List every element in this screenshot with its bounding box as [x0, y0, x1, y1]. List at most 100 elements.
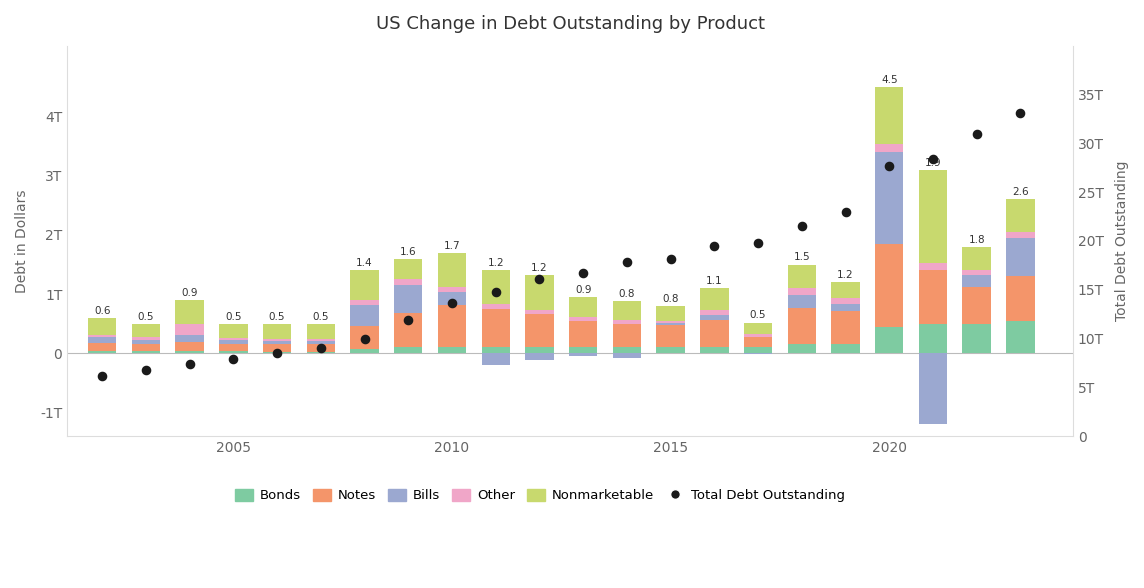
Bar — [175, 342, 204, 351]
Bar — [569, 348, 597, 353]
Bar — [307, 352, 335, 353]
Point — [924, 154, 943, 163]
Bar — [438, 253, 467, 287]
Bar — [919, 263, 947, 270]
Bar — [1007, 232, 1034, 238]
Bar — [919, 324, 947, 353]
Point — [1011, 108, 1030, 118]
Point — [705, 241, 723, 250]
Point — [661, 255, 680, 264]
Bar — [744, 348, 772, 353]
Point — [486, 287, 505, 296]
Bar — [657, 323, 685, 326]
Bar — [220, 340, 247, 344]
Bar — [132, 340, 160, 344]
Bar — [700, 288, 729, 310]
Text: 2.6: 2.6 — [1012, 188, 1028, 198]
Point — [443, 299, 461, 308]
Bar — [875, 152, 904, 244]
Bar — [525, 353, 554, 360]
Bar — [220, 324, 247, 338]
Bar — [569, 321, 597, 348]
Point — [836, 207, 855, 216]
Bar — [875, 244, 904, 327]
Bar — [307, 339, 335, 342]
Bar — [88, 351, 117, 353]
Bar — [1007, 238, 1034, 276]
Bar — [394, 285, 422, 313]
Bar — [919, 353, 947, 425]
Point — [181, 359, 199, 369]
Bar — [700, 315, 729, 320]
Bar — [132, 338, 160, 340]
Bar — [744, 335, 772, 338]
Bar — [919, 270, 947, 324]
Bar — [962, 287, 991, 324]
Bar — [220, 338, 247, 340]
Bar — [787, 295, 816, 308]
Bar — [787, 265, 816, 288]
Bar — [787, 345, 816, 353]
Bar — [350, 326, 379, 349]
Bar — [613, 324, 641, 348]
Point — [93, 371, 111, 380]
Bar — [482, 353, 510, 365]
Bar — [525, 348, 554, 353]
Bar — [175, 300, 204, 325]
Text: 0.8: 0.8 — [662, 294, 678, 304]
Bar — [875, 145, 904, 152]
Y-axis label: Total Debt Outstanding: Total Debt Outstanding — [1115, 161, 1129, 321]
Bar — [962, 275, 991, 287]
Point — [224, 355, 243, 364]
Bar — [394, 313, 422, 348]
Text: 0.9: 0.9 — [575, 285, 591, 295]
Bar — [350, 300, 379, 305]
Bar — [307, 324, 335, 339]
Bar — [569, 317, 597, 321]
Point — [399, 315, 418, 325]
Text: 0.8: 0.8 — [619, 289, 635, 299]
Text: 4.5: 4.5 — [881, 75, 898, 85]
Text: 1.1: 1.1 — [706, 276, 723, 286]
Bar — [832, 282, 860, 298]
Bar — [307, 345, 335, 352]
Bar — [657, 326, 685, 348]
Point — [968, 130, 986, 139]
Bar — [962, 270, 991, 275]
Point — [356, 334, 374, 343]
Bar — [1007, 321, 1034, 353]
Bar — [832, 345, 860, 353]
Bar — [482, 348, 510, 353]
Bar — [875, 327, 904, 353]
Bar — [175, 351, 204, 353]
Point — [749, 238, 768, 248]
Bar — [525, 275, 554, 310]
Bar — [569, 297, 597, 317]
Bar — [919, 170, 947, 263]
Bar — [132, 351, 160, 353]
Bar — [962, 247, 991, 270]
Text: 1.9: 1.9 — [924, 158, 942, 168]
Text: 1.5: 1.5 — [794, 252, 810, 262]
Point — [311, 343, 329, 353]
Bar — [263, 339, 292, 341]
Bar — [263, 344, 292, 352]
Bar — [438, 305, 467, 348]
Bar — [263, 324, 292, 339]
Bar — [613, 301, 641, 320]
Bar — [744, 338, 772, 348]
Text: 0.5: 0.5 — [225, 312, 241, 322]
Text: 1.8: 1.8 — [968, 235, 985, 245]
Bar — [787, 288, 816, 295]
Bar — [307, 342, 335, 345]
Bar — [657, 306, 685, 321]
Bar — [263, 352, 292, 353]
Bar — [657, 321, 685, 323]
Bar — [832, 298, 860, 303]
Point — [618, 258, 636, 267]
Bar — [175, 335, 204, 342]
Y-axis label: Debt in Dollars: Debt in Dollars — [15, 189, 29, 293]
Bar — [88, 338, 117, 343]
Bar — [438, 287, 467, 292]
Text: 0.5: 0.5 — [269, 312, 285, 322]
